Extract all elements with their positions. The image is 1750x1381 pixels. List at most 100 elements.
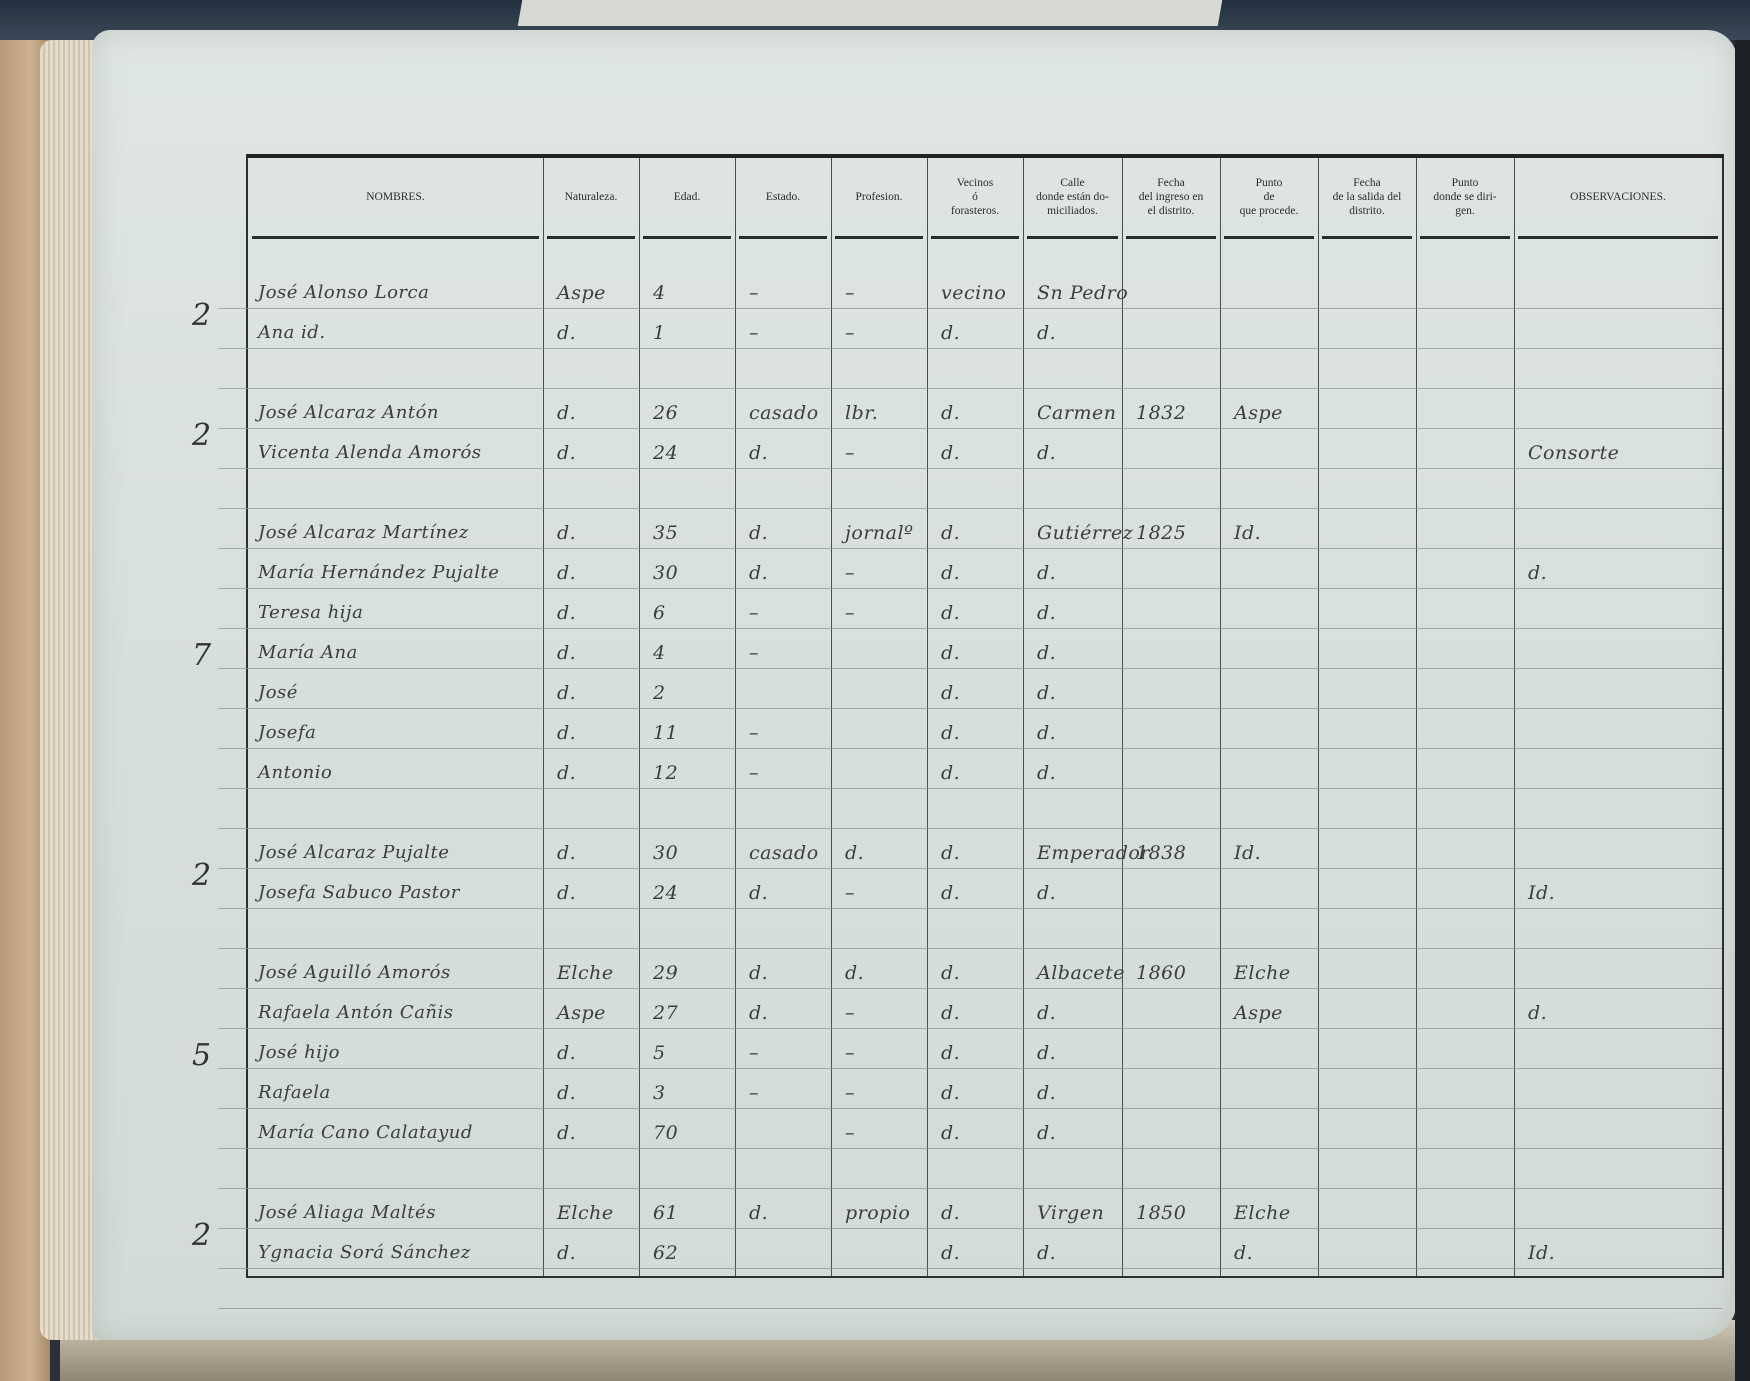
cell-edad: 24 — [653, 442, 679, 464]
cell-edad: 30 — [653, 562, 679, 584]
cell-vecinos: d. — [941, 442, 961, 464]
ruled-line — [218, 308, 1722, 309]
header-naturaleza: Naturaleza. — [564, 191, 618, 203]
cell-observaciones: Id. — [1528, 882, 1556, 904]
cell-calle: Albacete — [1037, 962, 1126, 984]
book-right-edge — [1735, 40, 1750, 1381]
ruled-line — [218, 1028, 1722, 1029]
cell-naturaleza: Aspe — [557, 1002, 606, 1024]
header-rule — [1420, 236, 1510, 239]
cell-calle: Carmen — [1037, 402, 1117, 424]
cell-vecinos: vecino — [941, 282, 1007, 304]
cell-edad: 24 — [653, 882, 679, 904]
column-divider — [735, 158, 736, 1276]
ruled-line — [218, 1108, 1722, 1109]
cell-edad: 4 — [653, 642, 666, 664]
cell-nombres: Teresa hija — [258, 602, 364, 623]
header-rule — [835, 236, 923, 239]
loose-paper — [517, 0, 1223, 26]
column-divider — [831, 158, 832, 1276]
cell-vecinos: d. — [941, 1042, 961, 1064]
cell-edad: 30 — [653, 842, 679, 864]
header-rule — [643, 236, 731, 239]
cell-edad: 62 — [653, 1242, 679, 1264]
cell-nombres: José Alcaraz Antón — [258, 402, 440, 423]
cell-naturaleza: d. — [557, 882, 577, 904]
cell-nombres: Ygnacia Sorá Sánchez — [258, 1242, 471, 1263]
cell-vecinos: d. — [941, 1202, 961, 1224]
header-profesion: Profesion. — [855, 191, 903, 203]
cell-nombres: Rafaela Antón Cañis — [258, 1002, 454, 1023]
cell-profesion: lbr. — [845, 402, 879, 424]
column-divider — [1416, 158, 1417, 1276]
cell-estado: – — [749, 282, 759, 304]
ruled-line — [218, 828, 1722, 829]
ruled-line — [218, 588, 1722, 589]
ruled-line — [218, 468, 1722, 469]
header-rule — [1224, 236, 1314, 239]
cell-naturaleza: d. — [557, 562, 577, 584]
cell-calle: d. — [1037, 1122, 1057, 1144]
cell-edad: 4 — [653, 282, 666, 304]
cell-vecinos: d. — [941, 322, 961, 344]
cell-estado: casado — [749, 402, 819, 424]
cell-nombres: Antonio — [258, 762, 333, 783]
header-rule — [1322, 236, 1412, 239]
cell-nombres: José Aguilló Amorós — [258, 962, 451, 983]
column-divider — [543, 158, 544, 1276]
cell-estado: – — [749, 722, 759, 744]
cell-punto-procede: Aspe — [1234, 402, 1283, 424]
cell-nombres: Ana id. — [258, 322, 326, 343]
cell-nombres: José — [258, 682, 298, 703]
cell-punto-procede: Elche — [1234, 1202, 1291, 1224]
cell-vecinos: d. — [941, 522, 961, 544]
cell-estado: d. — [749, 442, 769, 464]
cell-vecinos: d. — [941, 842, 961, 864]
header-observaciones: OBSERVACIONES. — [1570, 191, 1666, 203]
cell-naturaleza: d. — [557, 842, 577, 864]
cell-estado: d. — [749, 1202, 769, 1224]
header-edad: Edad. — [673, 191, 701, 203]
cell-nombres: José Alonso Lorca — [258, 282, 430, 303]
cell-edad: 35 — [653, 522, 679, 544]
column-divider — [1514, 158, 1515, 1276]
cell-estado: – — [749, 1082, 759, 1104]
ruled-line — [218, 788, 1722, 789]
cell-estado: – — [749, 762, 759, 784]
cell-vecinos: d. — [941, 682, 961, 704]
ruled-line — [218, 428, 1722, 429]
cell-edad: 29 — [653, 962, 679, 984]
cell-profesion: d. — [845, 962, 865, 984]
column-divider — [1122, 158, 1123, 1276]
cell-fecha-ingreso: 1838 — [1136, 842, 1187, 864]
ruled-line — [218, 1308, 1722, 1309]
cell-edad: 61 — [653, 1202, 679, 1224]
cell-fecha-ingreso: 1850 — [1136, 1202, 1187, 1224]
cell-punto-procede: Id. — [1234, 842, 1262, 864]
cell-naturaleza: Elche — [557, 1202, 614, 1224]
cell-vecinos: d. — [941, 1122, 961, 1144]
ruled-line — [218, 508, 1722, 509]
cell-fecha-ingreso: 1825 — [1136, 522, 1187, 544]
cell-fecha-ingreso: 1832 — [1136, 402, 1187, 424]
cell-edad: 6 — [653, 602, 666, 624]
household-count: 2 — [192, 1218, 212, 1253]
household-count: 2 — [192, 858, 212, 893]
cell-calle: d. — [1037, 1042, 1057, 1064]
cell-estado: d. — [749, 522, 769, 544]
cell-vecinos: d. — [941, 1082, 961, 1104]
cell-estado: d. — [749, 562, 769, 584]
cell-vecinos: d. — [941, 642, 961, 664]
cell-calle: d. — [1037, 882, 1057, 904]
header-rule — [931, 236, 1019, 239]
cell-nombres: Josefa Sabuco Pastor — [258, 882, 460, 903]
cell-profesion: – — [845, 1122, 855, 1144]
census-table: NOMBRES. Naturaleza. Edad. Estado. Profesion… — [218, 154, 1724, 1309]
cell-naturaleza: d. — [557, 1242, 577, 1264]
header-punto-destino: Punto donde se diri- gen. — [1433, 177, 1497, 217]
cell-profesion: – — [845, 882, 855, 904]
ruled-line — [218, 748, 1722, 749]
cell-naturaleza: Elche — [557, 962, 614, 984]
cell-calle: d. — [1037, 762, 1057, 784]
cell-profesion: – — [845, 322, 855, 344]
